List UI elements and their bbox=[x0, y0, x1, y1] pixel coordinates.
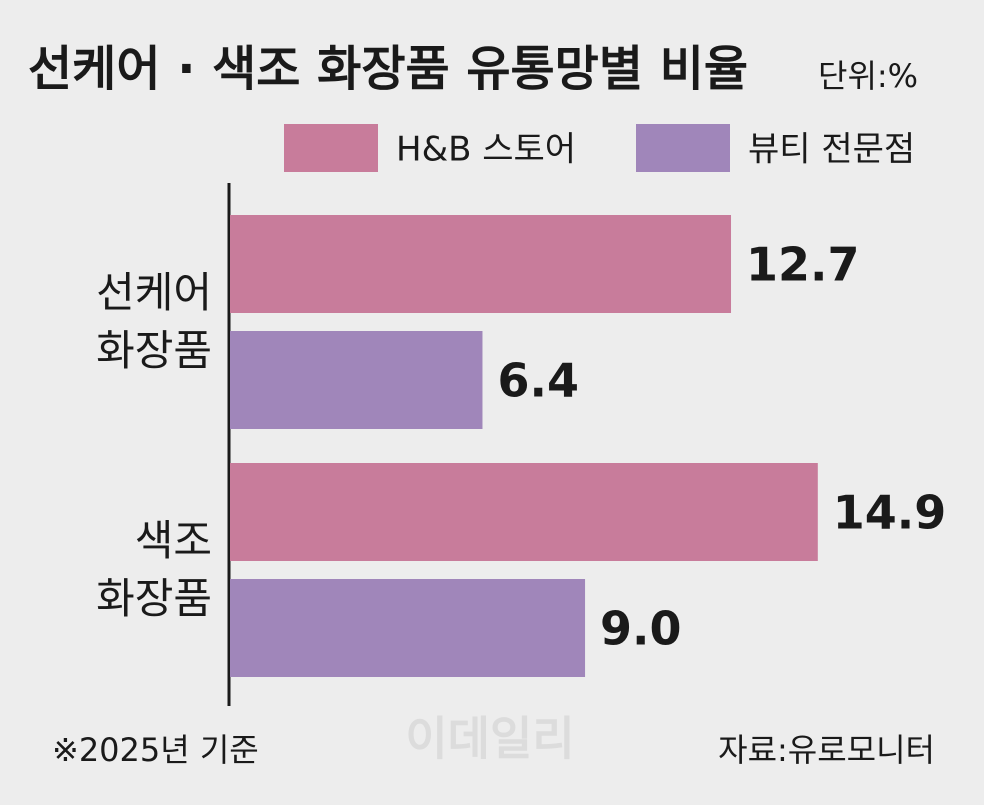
note: ※2025년 기준 bbox=[52, 731, 259, 769]
legend-swatch bbox=[284, 124, 378, 172]
value-label: 6.4 bbox=[497, 354, 578, 408]
value-label: 14.9 bbox=[833, 486, 947, 540]
bar bbox=[230, 331, 483, 429]
legend-label: H&B 스토어 bbox=[396, 130, 576, 170]
value-label: 9.0 bbox=[600, 602, 682, 656]
bar bbox=[230, 579, 586, 677]
legend-label: 뷰티 전문점 bbox=[748, 130, 915, 170]
category-label: 선케어 화장품 bbox=[96, 268, 212, 375]
chart-title: 선케어 · 색조 화장품 유통망별 비율 bbox=[28, 41, 748, 97]
category-label: 색조 화장품 bbox=[96, 516, 212, 623]
source: 자료:유로모니터 bbox=[718, 731, 935, 769]
legend-swatch bbox=[636, 124, 730, 172]
bar bbox=[230, 215, 732, 313]
watermark: 이데일리 bbox=[405, 712, 574, 766]
bar bbox=[230, 463, 818, 561]
value-label: 12.7 bbox=[746, 238, 860, 292]
subtitle: 단위:% bbox=[818, 57, 918, 95]
